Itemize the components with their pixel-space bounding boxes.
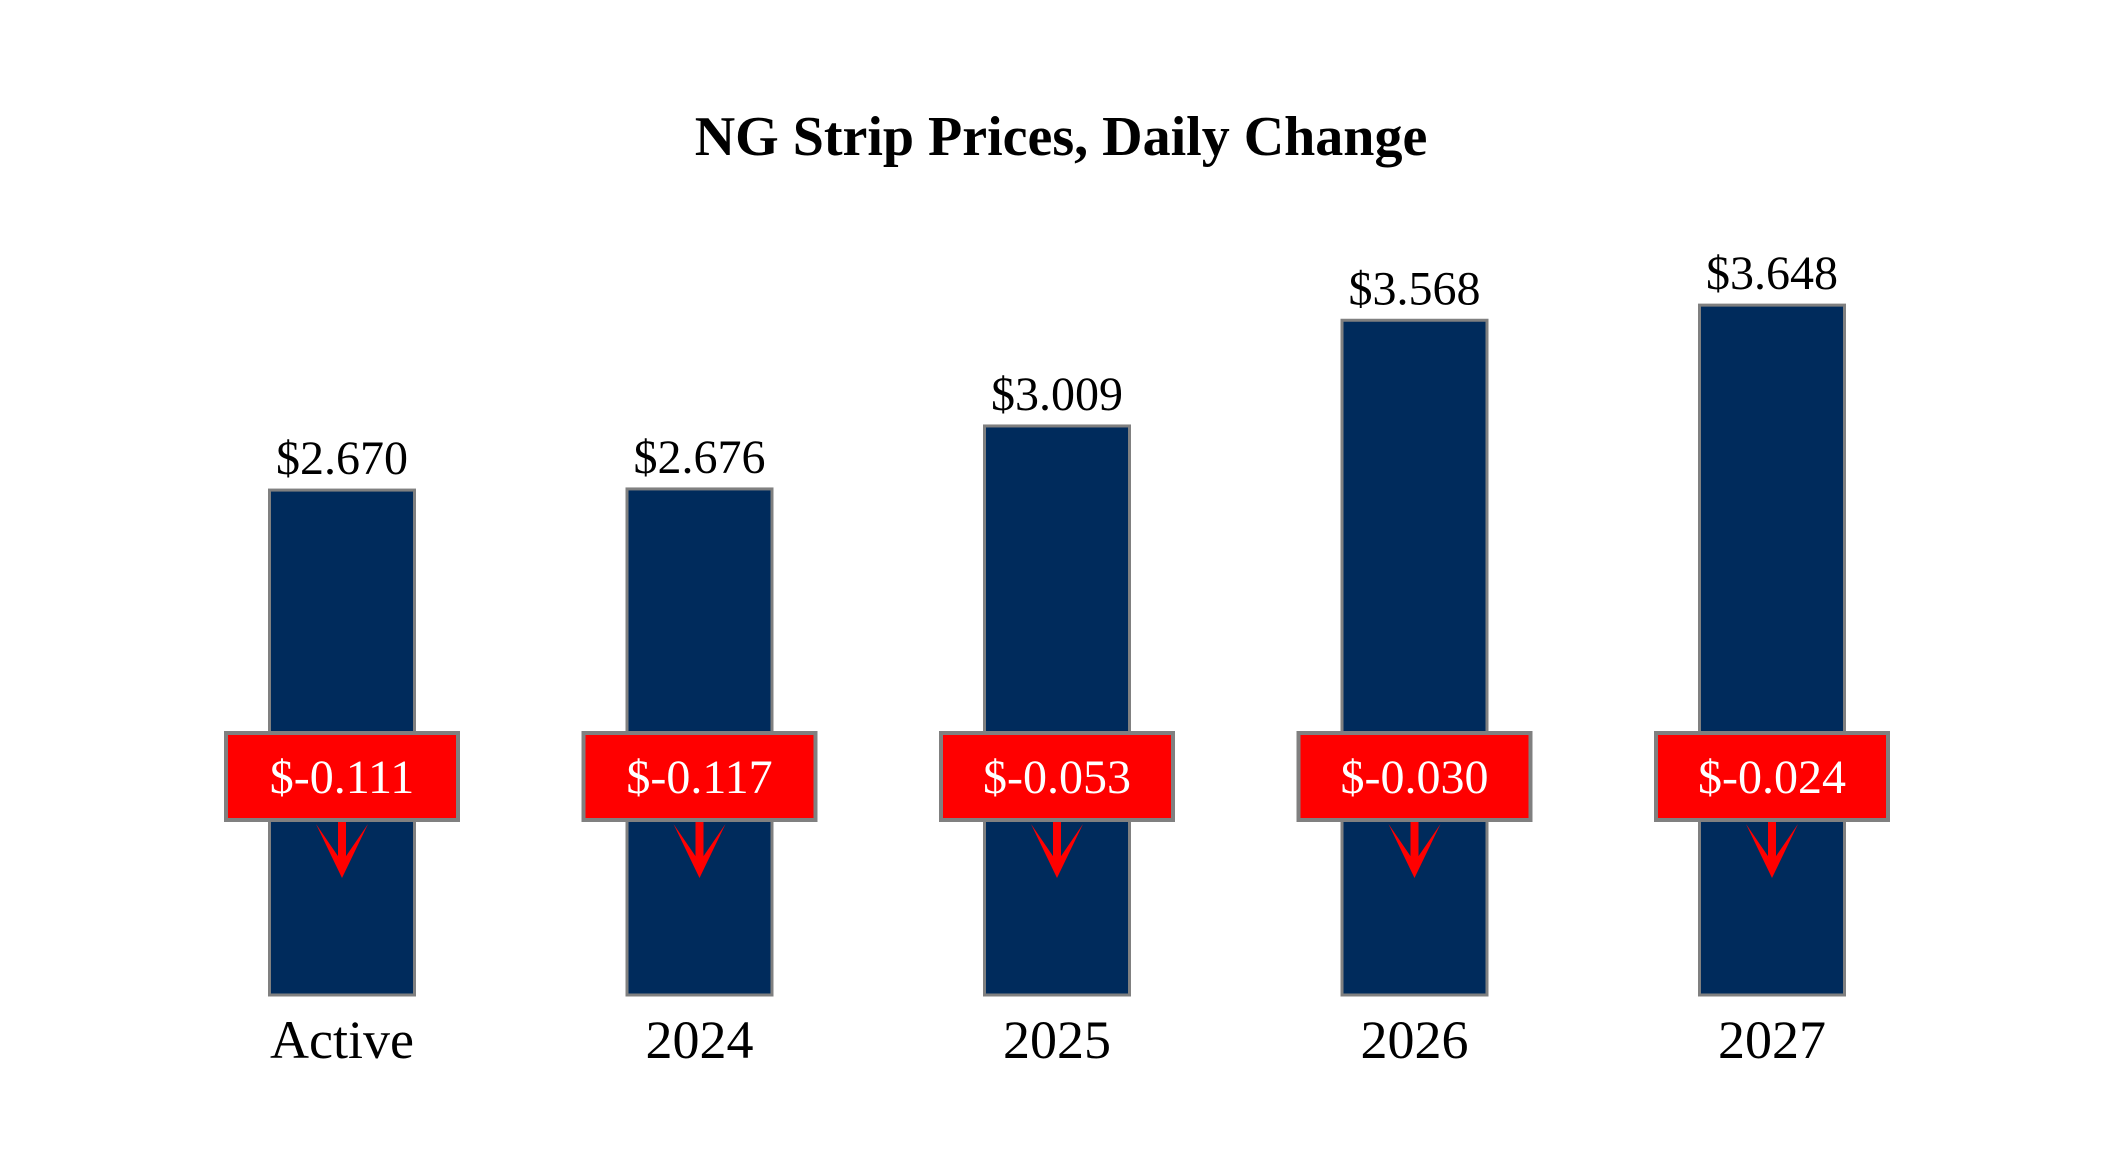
category-label: Active [270, 1010, 414, 1070]
arrow-down-icon [673, 822, 726, 878]
bar [983, 424, 1131, 997]
change-box [224, 731, 460, 822]
arrow-down-icon [316, 822, 368, 878]
value-label: $2.670 [276, 432, 408, 485]
bar [1340, 318, 1489, 997]
bar [1698, 303, 1846, 997]
value-label: $3.009 [991, 368, 1123, 421]
change-box [581, 731, 818, 822]
change-box [939, 731, 1175, 822]
arrow-down-icon [1388, 822, 1441, 878]
chart-title: NG Strip Prices, Daily Change [695, 106, 1428, 168]
value-label: $2.676 [634, 431, 766, 484]
value-label: $3.568 [1349, 262, 1481, 315]
change-label: $-0.024 [1698, 751, 1846, 804]
category-label: 2024 [646, 1010, 754, 1070]
bar-group: $3.568 $-0.030 2026 [1296, 262, 1533, 1070]
change-label: $-0.111 [270, 751, 414, 804]
category-label: 2026 [1361, 1010, 1469, 1070]
arrow-down-icon [1746, 822, 1798, 878]
change-box [1296, 731, 1533, 822]
arrow-down-icon [1031, 822, 1083, 878]
change-label: $-0.117 [626, 751, 772, 804]
change-label: $-0.053 [983, 751, 1131, 804]
change-label: $-0.030 [1341, 751, 1489, 804]
category-label: 2025 [1003, 1010, 1111, 1070]
bar-group: $3.648 $-0.024 2027 [1654, 247, 1890, 1070]
category-label: 2027 [1718, 1010, 1826, 1070]
change-box [1654, 731, 1890, 822]
bar-group: $3.009 $-0.053 2025 [939, 368, 1175, 1070]
bar-group: $2.670 $-0.111 Active [224, 432, 460, 1070]
bar-group: $2.676 $-0.117 2024 [581, 431, 818, 1070]
value-label: $3.648 [1706, 247, 1838, 300]
